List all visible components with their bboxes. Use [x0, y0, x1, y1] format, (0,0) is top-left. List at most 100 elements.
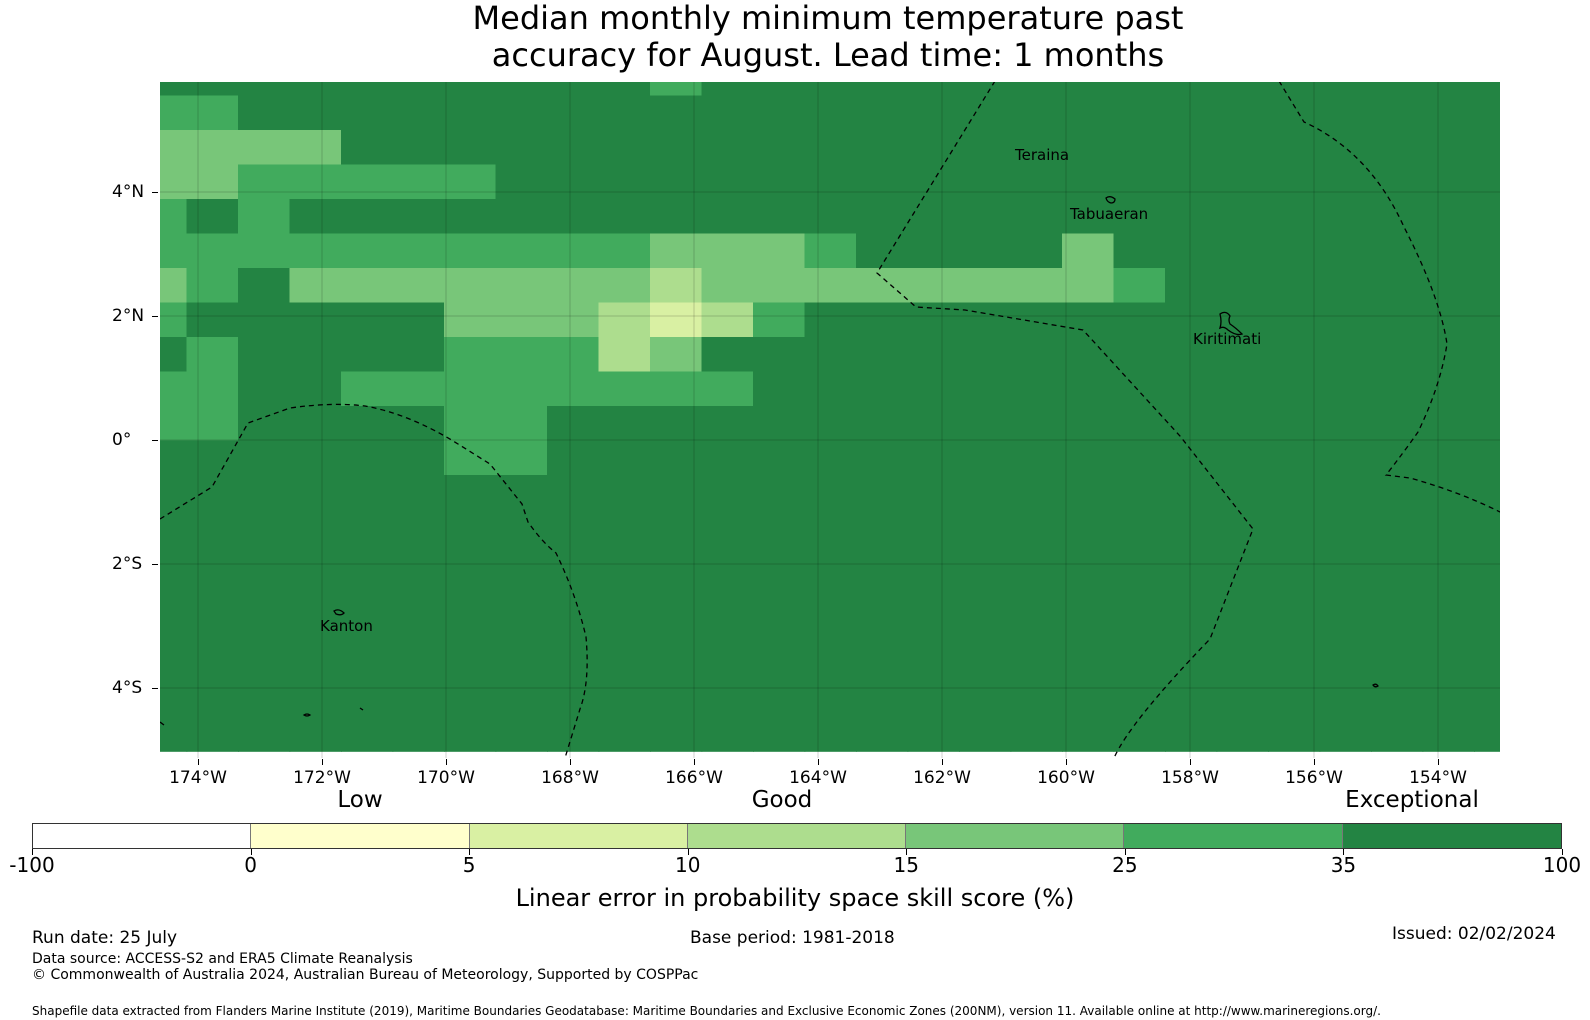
- grid-cell: [856, 302, 909, 338]
- latitude-label: 2°N: [112, 306, 145, 326]
- grid-cell: [598, 716, 651, 752]
- grid-cell: [160, 130, 188, 166]
- grid-cell: [392, 82, 445, 97]
- grid-cell: [547, 682, 600, 718]
- grid-cell: [1474, 82, 1500, 97]
- grid-cell: [547, 302, 600, 338]
- grid-cell: [1371, 233, 1424, 269]
- grid-cell: [289, 475, 342, 511]
- grid-cell: [238, 199, 291, 235]
- grid-cell: [547, 337, 600, 373]
- longitude-label: 160°W: [1037, 768, 1095, 788]
- grid-cell: [392, 95, 445, 131]
- grid-cell: [856, 130, 909, 166]
- longitude-tick: [446, 759, 447, 765]
- grid-cell: [1062, 164, 1115, 200]
- skill-grid-cells: [160, 82, 1500, 752]
- grid-cell: [1062, 199, 1115, 235]
- grid-cell: [392, 302, 445, 338]
- grid-cell: [1474, 164, 1500, 200]
- legend-category-good: Good: [751, 787, 813, 813]
- grid-cell: [547, 647, 600, 683]
- grid-cell: [495, 716, 548, 752]
- grid-cell: [1474, 716, 1500, 752]
- grid-cell: [495, 233, 548, 269]
- grid-cell: [1474, 647, 1500, 683]
- grid-cell: [186, 440, 239, 476]
- grid-cell: [289, 95, 342, 131]
- grid-cell: [959, 440, 1012, 476]
- grid-cell: [1422, 233, 1475, 269]
- grid-cell: [1062, 440, 1115, 476]
- grid-cell: [1010, 371, 1063, 407]
- grid-cell: [1113, 130, 1166, 166]
- grid-cell: [1062, 613, 1115, 649]
- grid-cell: [650, 337, 703, 373]
- latitude-label: 4°N: [112, 182, 145, 202]
- grid-cell: [1268, 164, 1321, 200]
- grid-cell: [856, 716, 909, 752]
- grid-cell: [650, 509, 703, 545]
- grid-cell: [1216, 199, 1269, 235]
- grid-cell: [804, 716, 857, 752]
- grid-cell: [341, 440, 394, 476]
- grid-cell: [160, 613, 188, 649]
- grid-cell: [1010, 613, 1063, 649]
- colorbar-tick: [1562, 849, 1563, 855]
- grid-cell: [1319, 613, 1372, 649]
- grid-cell: [392, 406, 445, 442]
- grid-cell: [1165, 130, 1218, 166]
- grid-cell: [392, 647, 445, 683]
- grid-cell: [547, 233, 600, 269]
- grid-cell: [650, 82, 703, 97]
- colorbar-caption: Linear error in probability space skill …: [515, 884, 1075, 912]
- shapefile-credit: Shapefile data extracted from Flanders M…: [32, 1004, 1381, 1018]
- grid-cell: [1319, 233, 1372, 269]
- grid-cell: [1165, 199, 1218, 235]
- grid-cell: [289, 544, 342, 580]
- grid-cell: [1319, 509, 1372, 545]
- grid-cell: [959, 233, 1012, 269]
- grid-cell: [444, 199, 497, 235]
- grid-cell: [289, 613, 342, 649]
- grid-cell: [341, 199, 394, 235]
- grid-cell: [1062, 130, 1115, 166]
- grid-cell: [1422, 613, 1475, 649]
- grid-cell: [907, 578, 960, 614]
- grid-cell: [804, 647, 857, 683]
- grid-cell: [701, 613, 754, 649]
- grid-cell: [1268, 233, 1321, 269]
- grid-cell: [907, 682, 960, 718]
- grid-cell: [1113, 682, 1166, 718]
- grid-cell: [289, 716, 342, 752]
- grid-cell: [753, 337, 806, 373]
- grid-cell: [289, 337, 342, 373]
- run-date: Run date: 25 July: [32, 928, 178, 948]
- grid-cell: [959, 302, 1012, 338]
- grid-cell: [186, 647, 239, 683]
- grid-cell: [238, 544, 291, 580]
- grid-cell: [1474, 578, 1500, 614]
- kiritimati-island-outline: [1218, 311, 1244, 336]
- colorbar-tick: [687, 849, 689, 855]
- grid-cell: [959, 164, 1012, 200]
- grid-cell: [856, 509, 909, 545]
- grid-cell: [650, 406, 703, 442]
- grid-cell: [238, 647, 291, 683]
- grid-cell: [959, 475, 1012, 511]
- grid-cell: [1371, 337, 1424, 373]
- grid-cell: [753, 406, 806, 442]
- grid-cell: [1268, 371, 1321, 407]
- grid-cell: [444, 682, 497, 718]
- grid-cell: [598, 164, 651, 200]
- longitude-tick: [322, 759, 323, 765]
- grid-cell: [1474, 682, 1500, 718]
- grid-cell: [753, 199, 806, 235]
- grid-cell: [1062, 406, 1115, 442]
- grid-cell: [598, 682, 651, 718]
- grid-cell: [495, 371, 548, 407]
- grid-cell: [160, 302, 188, 338]
- grid-cell: [701, 82, 754, 97]
- grid-cell: [1010, 475, 1063, 511]
- grid-cell: [289, 130, 342, 166]
